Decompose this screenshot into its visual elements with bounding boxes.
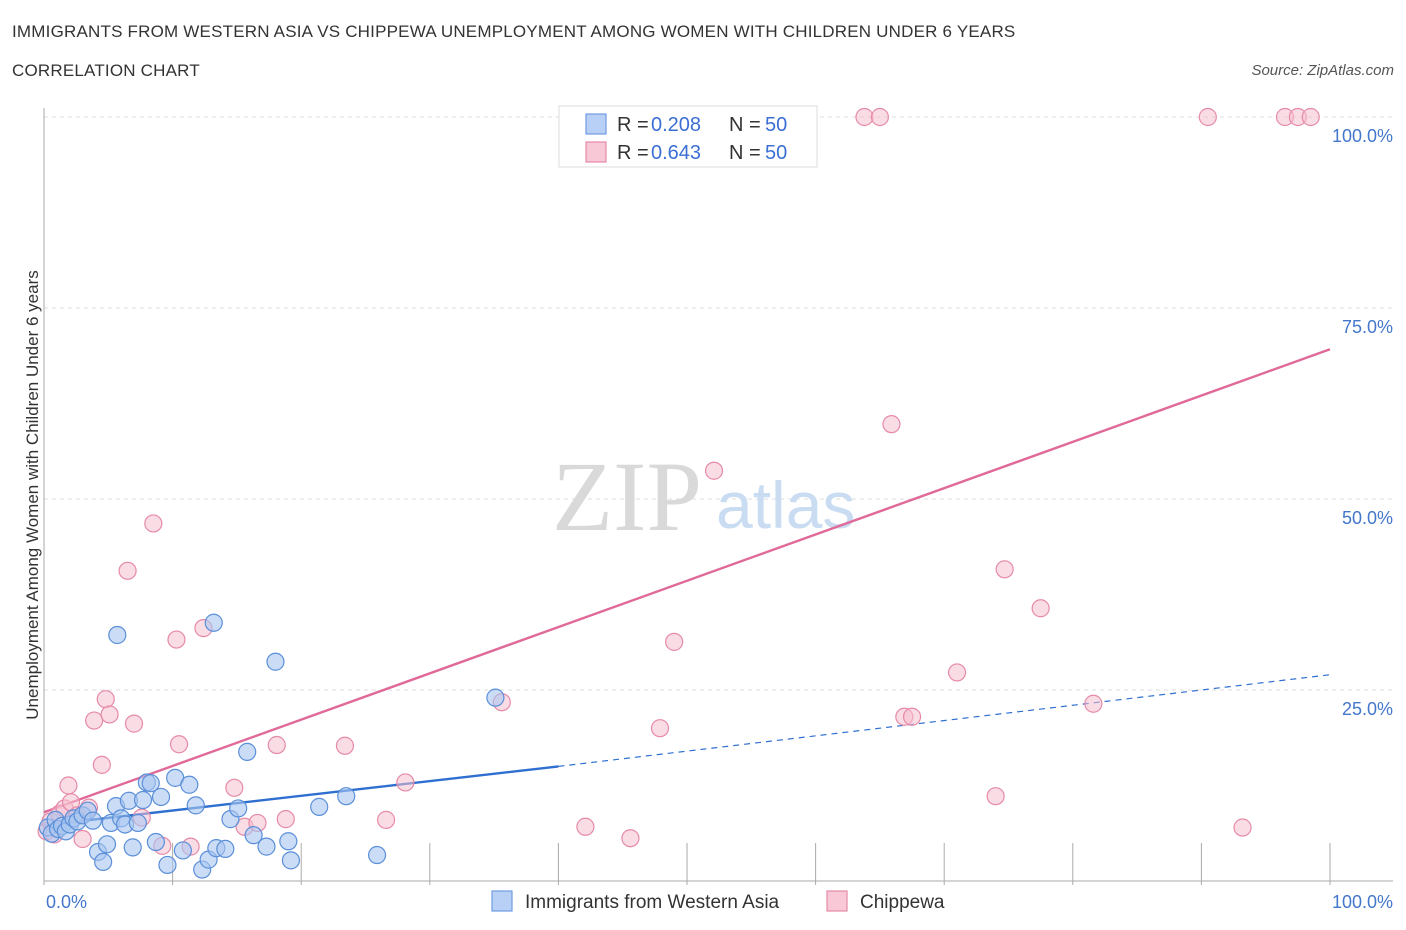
- point-immigrants-western-asia: [216, 839, 235, 859]
- point-immigrants-western-asia: [123, 838, 142, 857]
- point-chippewa: [947, 663, 967, 682]
- point-chippewa: [118, 561, 137, 580]
- axes: [43, 108, 1393, 885]
- point-chippewa: [995, 560, 1014, 579]
- point-immigrants-western-asia: [229, 799, 248, 818]
- point-chippewa: [144, 514, 163, 533]
- point-chippewa: [1301, 107, 1320, 127]
- point-immigrants-western-asia: [367, 845, 387, 865]
- point-immigrants-western-asia: [108, 625, 127, 645]
- legend-n-value-1: 50: [765, 114, 787, 136]
- legend-swatch-pink: [585, 141, 607, 163]
- point-chippewa: [621, 829, 640, 848]
- chart-subtitle: CORRELATION CHART: [12, 61, 200, 80]
- grid-lines: [44, 116, 1392, 691]
- y-axis-label: Unemployment Among Women with Children U…: [23, 270, 42, 719]
- point-chippewa: [396, 773, 415, 792]
- point-chippewa: [59, 776, 78, 795]
- source-label: Source: ZipAtlas.com: [1251, 62, 1394, 79]
- point-chippewa: [85, 711, 104, 730]
- watermark: ZIP atlas: [552, 441, 855, 552]
- point-chippewa: [1233, 818, 1252, 837]
- point-immigrants-western-asia: [244, 826, 263, 845]
- point-chippewa: [576, 817, 595, 836]
- legend-n-label-1: N =: [729, 114, 761, 136]
- point-immigrants-western-asia: [83, 811, 102, 830]
- point-chippewa: [167, 630, 186, 649]
- legend-r-value-1: 0.208: [651, 114, 701, 136]
- point-chippewa: [276, 810, 295, 829]
- y-tick-label: 100.0%: [1332, 126, 1393, 146]
- point-chippewa: [267, 735, 286, 755]
- point-immigrants-western-asia: [158, 855, 177, 875]
- data-points: [37, 107, 1320, 879]
- point-chippewa: [1031, 599, 1050, 618]
- trend-line-immigrants-western-asia-projection: [558, 674, 1331, 767]
- point-immigrants-western-asia: [238, 742, 257, 761]
- legend-r-label-1: R =: [617, 114, 649, 136]
- point-chippewa: [704, 461, 724, 480]
- bottom-legend: Immigrants from Western Asia Chippewa: [491, 890, 945, 913]
- point-immigrants-western-asia: [97, 835, 117, 854]
- point-immigrants-western-asia: [94, 852, 113, 872]
- y-tick-label: 75.0%: [1342, 317, 1393, 337]
- point-chippewa: [100, 705, 119, 724]
- bottom-legend-swatch-blue: [491, 890, 513, 912]
- point-immigrants-western-asia: [337, 787, 356, 806]
- point-chippewa: [96, 690, 115, 709]
- y-tick-label: 50.0%: [1342, 508, 1393, 528]
- point-immigrants-western-asia: [133, 790, 153, 810]
- point-immigrants-western-asia: [180, 775, 199, 794]
- point-chippewa: [1198, 107, 1217, 127]
- point-immigrants-western-asia: [486, 688, 505, 707]
- point-chippewa: [73, 829, 92, 849]
- point-immigrants-western-asia: [279, 832, 298, 851]
- trend-line-chippewa: [43, 348, 1331, 814]
- point-chippewa: [225, 778, 244, 797]
- point-chippewa: [335, 736, 355, 755]
- point-chippewa: [124, 714, 144, 733]
- point-immigrants-western-asia: [204, 613, 223, 632]
- point-immigrants-western-asia: [128, 813, 147, 833]
- bottom-legend-label-blue: Immigrants from Western Asia: [525, 892, 780, 913]
- watermark-zip: ZIP: [552, 441, 702, 552]
- point-chippewa: [902, 707, 922, 726]
- bottom-legend-swatch-pink: [826, 890, 848, 912]
- point-immigrants-western-asia: [266, 652, 285, 671]
- x-tick-label: 100.0%: [1332, 892, 1393, 912]
- legend-n-label-2: N =: [729, 142, 761, 164]
- point-chippewa: [986, 787, 1005, 806]
- point-immigrants-western-asia: [186, 796, 205, 815]
- x-tick-label: 0.0%: [46, 892, 87, 912]
- chart-title: IMMIGRANTS FROM WESTERN ASIA VS CHIPPEWA…: [12, 22, 1016, 41]
- trend-lines: [43, 348, 1331, 827]
- point-chippewa: [1084, 694, 1103, 713]
- legend-r-label-2: R =: [617, 142, 649, 164]
- point-chippewa: [665, 632, 684, 651]
- point-immigrants-western-asia: [151, 787, 171, 807]
- point-chippewa: [92, 755, 111, 774]
- point-immigrants-western-asia: [173, 841, 192, 860]
- point-chippewa: [882, 415, 901, 434]
- watermark-atlas: atlas: [716, 468, 855, 542]
- legend-r-value-2: 0.643: [651, 142, 701, 164]
- legend: R = 0.208 N = 50 R = 0.643 N = 50: [558, 105, 818, 168]
- legend-n-value-2: 50: [765, 142, 787, 164]
- point-immigrants-western-asia: [141, 774, 160, 793]
- point-chippewa: [169, 735, 189, 754]
- tick-labels: 25.0% 50.0% 75.0% 100.0% 0.0% 100.0%: [46, 126, 1393, 912]
- point-immigrants-western-asia: [281, 851, 301, 870]
- point-chippewa: [650, 719, 670, 738]
- bottom-legend-label-pink: Chippewa: [860, 892, 945, 913]
- point-immigrants-western-asia: [310, 797, 329, 816]
- y-tick-label: 25.0%: [1342, 699, 1393, 719]
- legend-swatch-blue: [585, 113, 607, 135]
- point-immigrants-western-asia: [257, 837, 276, 856]
- point-chippewa: [376, 810, 396, 829]
- point-chippewa: [855, 107, 874, 127]
- point-chippewa: [870, 107, 890, 127]
- point-immigrants-western-asia: [146, 832, 165, 852]
